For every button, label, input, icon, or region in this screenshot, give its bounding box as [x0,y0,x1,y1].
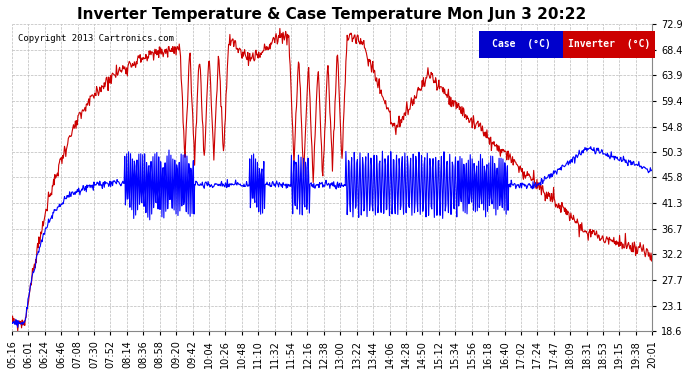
Bar [480,31,562,58]
Title: Inverter Temperature & Case Temperature Mon Jun 3 20:22: Inverter Temperature & Case Temperature … [77,7,586,22]
Text: Copyright 2013 Cartronics.com: Copyright 2013 Cartronics.com [19,34,174,43]
Bar [562,31,655,58]
Text: Inverter  (°C): Inverter (°C) [568,39,650,50]
Text: Case  (°C): Case (°C) [492,39,551,50]
